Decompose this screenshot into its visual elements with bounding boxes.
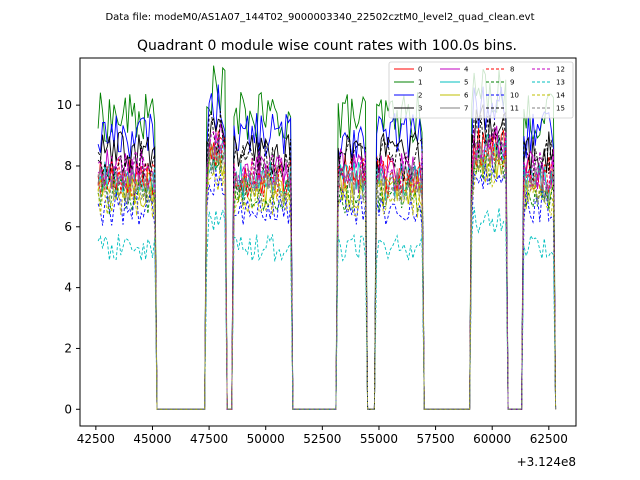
x-tick-label: 45000 (133, 432, 171, 446)
x-tick-label: 55000 (360, 432, 398, 446)
legend-label-15: 15 (556, 105, 565, 113)
x-tick-label: 42500 (77, 432, 115, 446)
legend-label-8: 8 (510, 66, 514, 74)
legend-label-10: 10 (510, 92, 519, 100)
legend-label-3: 3 (418, 105, 422, 113)
plot-frame (79, 57, 577, 427)
legend-label-5: 5 (464, 79, 468, 87)
chart-title: Quadrant 0 module wise count rates with … (137, 38, 517, 54)
x-tick-label: 47500 (190, 432, 228, 446)
series-line-13 (97, 206, 557, 410)
y-tick-label: 10 (57, 98, 72, 112)
x-tick-label: 60000 (473, 432, 511, 446)
legend-label-7: 7 (464, 105, 468, 113)
series-line-2 (97, 84, 557, 410)
x-axis: 42500 45000 47500 50000 52500 55000 57500 60000… (77, 426, 568, 446)
legend-label-11: 11 (510, 105, 519, 113)
legend-label-2: 2 (418, 92, 422, 100)
series-line-14 (97, 155, 557, 410)
x-tick-label: 50000 (247, 432, 285, 446)
y-axis: 0 2 4 6 8 10 (57, 98, 80, 416)
y-tick-label: 2 (64, 341, 72, 355)
x-tick-label: 62500 (530, 432, 568, 446)
x-tick-label: 52500 (303, 432, 341, 446)
legend-label-9: 9 (510, 79, 514, 87)
legend-label-0: 0 (418, 66, 422, 74)
y-tick-label: 4 (64, 281, 72, 295)
legend-label-4: 4 (464, 66, 469, 74)
series-layer (97, 65, 557, 410)
legend-label-13: 13 (556, 79, 565, 87)
legend-label-6: 6 (464, 92, 469, 100)
series-line-9 (97, 150, 557, 410)
legend-label-14: 14 (556, 92, 565, 100)
series-line-10 (97, 164, 557, 410)
series-line-6 (97, 144, 557, 410)
series-line-15 (97, 142, 557, 410)
y-tick-label: 0 (64, 402, 72, 416)
x-offset-label: +3.124e8 (517, 455, 576, 469)
legend-frame (388, 61, 574, 119)
y-tick-label: 6 (64, 220, 72, 234)
y-tick-label: 8 (64, 159, 72, 173)
legend-label-1: 1 (418, 79, 422, 87)
legend-label-12: 12 (556, 66, 565, 74)
x-tick-label: 57500 (416, 432, 454, 446)
suptitle: Data file: modeM0/AS1A07_144T02_90000033… (105, 12, 534, 23)
